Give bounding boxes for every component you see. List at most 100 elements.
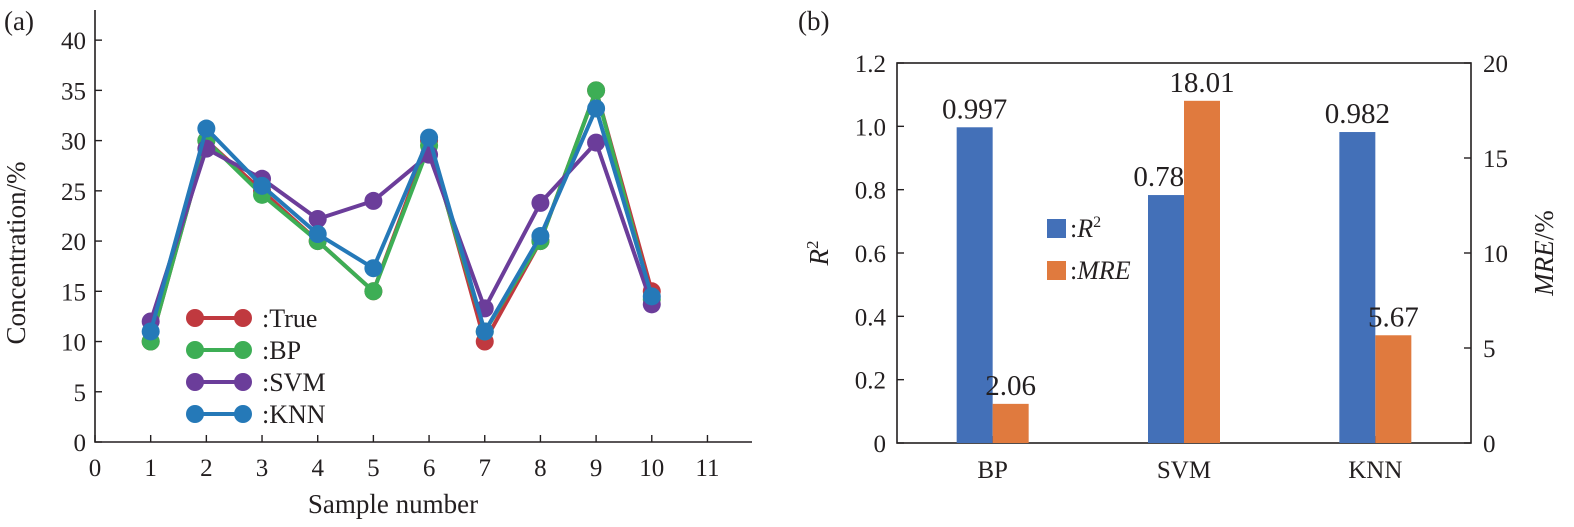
y-tick-label: 10 xyxy=(61,330,86,357)
data-point-svm xyxy=(308,209,327,228)
bar-r2-knn xyxy=(1339,132,1376,444)
panel-b-bar-chart: (b) 0 0.2 0.4 0.6 0.8 1.0 1.2 0 5 10 15 20 BP SVM KN… xyxy=(798,6,1559,484)
panel-b-legend: :R2 :MRE xyxy=(1047,214,1131,285)
right-y-tick-label: 20 xyxy=(1483,51,1508,78)
x-tick-label: 9 xyxy=(590,455,603,482)
series-line-knn xyxy=(148,106,654,334)
data-point-bp xyxy=(364,282,383,301)
data-point-knn xyxy=(141,322,160,341)
bar-mre-bp xyxy=(992,403,1029,443)
left-y-tick-label: 0.8 xyxy=(855,178,886,205)
left-y-tick-label: 0.2 xyxy=(855,368,886,395)
legend-swatch-r2 xyxy=(1047,219,1066,238)
panel-a-y-axis-title: Concentration/% xyxy=(1,162,31,345)
data-label-mre-knn: 5.67 xyxy=(1368,301,1419,333)
data-point-svm xyxy=(531,193,550,212)
x-tick-label: 1 xyxy=(144,455,157,482)
x-tick-label: 11 xyxy=(695,455,719,482)
right-y-tick-label: 5 xyxy=(1483,336,1496,363)
series-line-bp xyxy=(148,88,654,343)
x-tick-label: 10 xyxy=(639,455,664,482)
panel-b-left-axis-title: R2 xyxy=(803,241,834,267)
right-y-tick-label: 0 xyxy=(1483,431,1496,458)
data-point-knn xyxy=(364,259,383,278)
x-tick-label: BP xyxy=(977,457,1008,484)
x-tick-label: 4 xyxy=(311,455,324,482)
x-tick-label: 2 xyxy=(200,455,213,482)
legend-marker-svm xyxy=(234,373,252,391)
left-y-tick-label: 0.4 xyxy=(855,304,887,331)
bar-r2-svm xyxy=(1148,195,1184,443)
y-tick-label: 25 xyxy=(61,179,86,206)
panel-b-left-y-ticks: 0 0.2 0.4 0.6 0.8 1.0 1.2 xyxy=(855,51,904,458)
panel-a-label: (a) xyxy=(4,6,34,36)
legend-label-true: :True xyxy=(262,304,317,333)
data-point-knn xyxy=(308,225,327,244)
legend-swatch-mre xyxy=(1047,261,1066,280)
x-tick-label: 7 xyxy=(478,455,491,482)
bar-r2-bp xyxy=(956,127,993,444)
panel-a-y-ticks: 0 5 10 15 20 25 30 35 40 xyxy=(61,28,102,457)
data-point-svm xyxy=(364,191,383,210)
bar-mre-svm xyxy=(1184,100,1220,443)
x-tick-label: 8 xyxy=(534,455,547,482)
y-tick-label: 0 xyxy=(74,430,87,457)
y-tick-label: 30 xyxy=(61,129,86,156)
data-point-knn xyxy=(253,176,272,195)
panel-a-x-axis-title: Sample number xyxy=(308,489,478,519)
legend-marker-bp xyxy=(234,341,252,359)
data-point-knn xyxy=(197,119,216,138)
legend-marker-bp xyxy=(186,341,204,359)
data-point-svm xyxy=(587,133,606,152)
panel-a-line-chart: (a) 0 1 2 3 4 5 6 7 8 9 10 11 0 5 10 15 20 25 30 35 40 Samp… xyxy=(1,6,752,519)
panel-a-series xyxy=(141,81,661,351)
legend-marker-knn xyxy=(186,405,204,423)
x-tick-label: 3 xyxy=(256,455,269,482)
data-label-r2-knn: 0.982 xyxy=(1325,98,1390,130)
y-tick-label: 20 xyxy=(61,229,86,256)
series-line-svm xyxy=(148,140,654,323)
panel-b-right-y-ticks: 0 5 10 15 20 xyxy=(1464,51,1508,458)
data-point-knn xyxy=(420,128,439,147)
data-label-mre-svm: 18.01 xyxy=(1169,67,1234,99)
panel-b-right-axis-title-text: MRE/% xyxy=(1529,210,1559,296)
legend-label-mre: :MRE xyxy=(1070,256,1131,285)
panel-b-x-ticks: BP SVM KNN xyxy=(977,436,1402,484)
right-y-tick-label: 10 xyxy=(1483,241,1508,268)
legend-label-knn: :KNN xyxy=(262,400,326,429)
legend-marker-true xyxy=(234,309,252,327)
panel-b-label: (b) xyxy=(798,6,829,36)
right-y-tick-label: 15 xyxy=(1483,146,1508,173)
bar-mre-knn xyxy=(1375,335,1412,443)
panel-b-left-axis-title-text: R2 xyxy=(803,241,834,267)
left-y-tick-label: 0.6 xyxy=(855,241,886,268)
x-tick-label: 0 xyxy=(89,455,102,482)
data-point-bp xyxy=(587,81,606,100)
left-y-tick-label: 1.0 xyxy=(855,114,886,141)
x-tick-label: 6 xyxy=(423,455,436,482)
y-tick-label: 15 xyxy=(61,279,86,306)
panel-b-right-axis-title: MRE/% xyxy=(1529,210,1559,296)
panel-a-x-ticks: 0 1 2 3 4 5 6 7 8 9 10 11 xyxy=(89,435,719,482)
y-tick-label: 40 xyxy=(61,28,86,55)
data-point-knn xyxy=(587,99,606,118)
panel-a-legend: :True :BP :SVM :KNN xyxy=(186,304,326,429)
x-tick-label: KNN xyxy=(1348,457,1402,484)
legend-label-r2: :R2 xyxy=(1070,214,1101,243)
x-tick-label: SVM xyxy=(1157,457,1211,484)
x-tick-label: 5 xyxy=(367,455,380,482)
y-tick-label: 5 xyxy=(74,380,87,407)
legend-label-bp: :BP xyxy=(262,336,301,365)
legend-marker-knn xyxy=(234,405,252,423)
legend-marker-true xyxy=(186,309,204,327)
data-point-knn xyxy=(642,287,661,306)
y-tick-label: 35 xyxy=(61,78,86,105)
data-point-knn xyxy=(531,227,550,246)
legend-label-svm: :SVM xyxy=(262,368,326,397)
left-y-tick-label: 0 xyxy=(874,431,887,458)
data-label-mre-bp: 2.06 xyxy=(985,370,1036,402)
left-y-tick-label: 1.2 xyxy=(855,51,886,78)
legend-marker-svm xyxy=(186,373,204,391)
